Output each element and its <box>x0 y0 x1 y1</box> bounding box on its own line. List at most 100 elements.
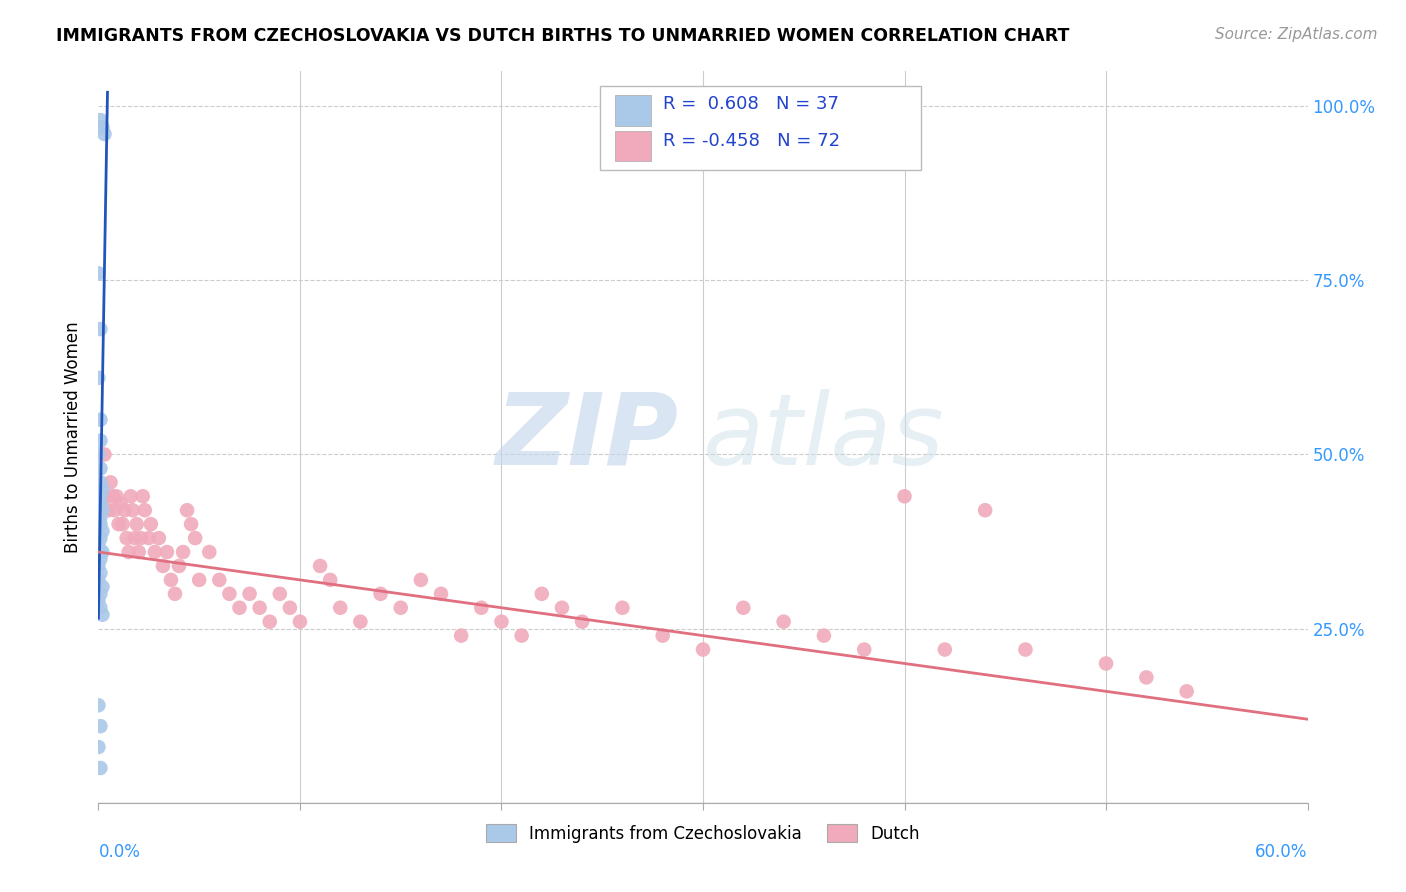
Point <box>96 489 118 503</box>
Point <box>176 503 198 517</box>
Point <box>89 434 111 448</box>
Point <box>91 545 114 559</box>
Point <box>551 600 574 615</box>
Point <box>125 517 148 532</box>
Point <box>167 558 190 573</box>
Point <box>218 587 240 601</box>
Point <box>121 503 143 517</box>
Point <box>89 113 111 128</box>
Point <box>91 120 114 134</box>
Point <box>87 538 110 552</box>
Point <box>101 489 124 503</box>
Point <box>89 566 111 580</box>
Point <box>1175 684 1198 698</box>
Point <box>89 587 111 601</box>
Point <box>111 517 134 532</box>
Point <box>87 594 110 608</box>
Text: R = -0.458   N = 72: R = -0.458 N = 72 <box>664 132 841 150</box>
Point <box>91 524 114 538</box>
Point <box>89 412 111 426</box>
Point <box>87 266 110 280</box>
Point <box>115 531 138 545</box>
Point <box>893 489 915 503</box>
Point <box>198 545 221 559</box>
Point <box>91 607 114 622</box>
Point <box>87 517 110 532</box>
Point <box>87 496 110 510</box>
Text: IMMIGRANTS FROM CZECHOSLOVAKIA VS DUTCH BIRTHS TO UNMARRIED WOMEN CORRELATION CH: IMMIGRANTS FROM CZECHOSLOVAKIA VS DUTCH … <box>56 27 1070 45</box>
Point <box>772 615 794 629</box>
Point <box>110 496 132 510</box>
Text: Source: ZipAtlas.com: Source: ZipAtlas.com <box>1215 27 1378 42</box>
Point <box>934 642 956 657</box>
Point <box>278 600 301 615</box>
Point <box>470 600 492 615</box>
Point <box>259 615 281 629</box>
Point <box>143 545 166 559</box>
Point <box>134 503 156 517</box>
Text: ZIP: ZIP <box>496 389 679 485</box>
Point <box>148 531 170 545</box>
Point <box>100 475 122 490</box>
Point <box>89 719 111 733</box>
Point <box>974 503 997 517</box>
Text: 60.0%: 60.0% <box>1256 843 1308 861</box>
FancyBboxPatch shape <box>600 86 921 170</box>
Point <box>91 580 114 594</box>
Point <box>571 615 593 629</box>
Point <box>91 503 114 517</box>
Point <box>87 558 110 573</box>
Point <box>180 517 202 532</box>
FancyBboxPatch shape <box>614 95 651 126</box>
Point <box>89 545 111 559</box>
Point <box>530 587 553 601</box>
Point <box>163 587 186 601</box>
Point <box>612 600 634 615</box>
FancyBboxPatch shape <box>614 130 651 161</box>
Point <box>93 127 115 141</box>
Point <box>89 461 111 475</box>
Point <box>87 698 110 713</box>
Point <box>103 503 125 517</box>
Point <box>853 642 876 657</box>
Point <box>651 629 673 643</box>
Point <box>160 573 183 587</box>
Point <box>319 573 342 587</box>
Point <box>107 517 129 532</box>
Point <box>491 615 513 629</box>
Point <box>370 587 392 601</box>
Text: R =  0.608   N = 37: R = 0.608 N = 37 <box>664 95 839 113</box>
Point <box>1135 670 1157 684</box>
Point <box>239 587 262 601</box>
Point <box>692 642 714 657</box>
Y-axis label: Births to Unmarried Women: Births to Unmarried Women <box>65 321 83 553</box>
Point <box>97 503 120 517</box>
Point <box>1014 642 1036 657</box>
Point <box>309 558 332 573</box>
Point <box>132 489 155 503</box>
Point <box>118 545 141 559</box>
Point <box>329 600 352 615</box>
Point <box>89 531 111 545</box>
Point <box>87 573 110 587</box>
Point <box>89 552 111 566</box>
Point <box>1095 657 1118 671</box>
Point <box>128 545 150 559</box>
Point <box>91 483 114 497</box>
Text: atlas: atlas <box>703 389 945 485</box>
Point <box>430 587 453 601</box>
Point <box>89 510 111 524</box>
Point <box>105 489 128 503</box>
Point <box>450 629 472 643</box>
Point <box>172 545 194 559</box>
Point <box>510 629 533 643</box>
Point <box>89 489 111 503</box>
Point <box>87 448 110 462</box>
Point <box>89 761 111 775</box>
Point <box>124 531 146 545</box>
Point <box>93 448 115 462</box>
Point <box>89 475 111 490</box>
Point <box>156 545 179 559</box>
Point <box>89 517 111 532</box>
Point <box>249 600 271 615</box>
